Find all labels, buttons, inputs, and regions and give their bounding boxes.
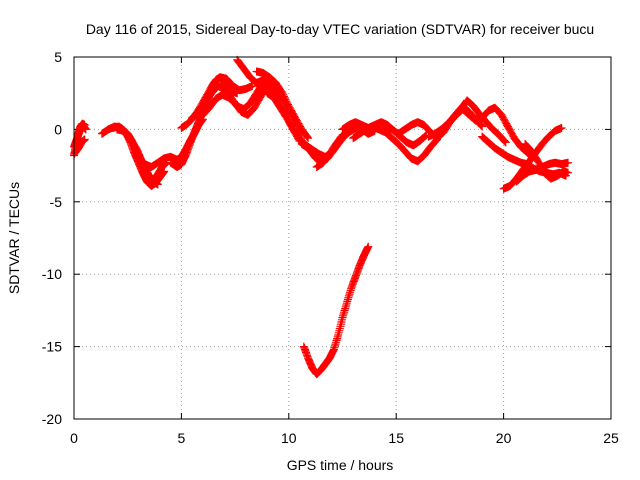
x-tick-label: 20: [496, 430, 512, 446]
series-track-y: [521, 139, 572, 183]
data-markers: [113, 125, 162, 189]
x-tick-label: 0: [70, 430, 78, 446]
grid-lines: [74, 57, 611, 419]
y-tick-label: -5: [50, 194, 63, 210]
plot-frame: [73, 56, 612, 420]
tick-labels: 0 5 10 15 20 25 5 0 -5 -10 -15 -20: [42, 49, 619, 446]
y-tick-label: -10: [42, 266, 62, 282]
data-markers: [71, 135, 89, 157]
data-points: [70, 55, 572, 379]
y-tick-label: -20: [42, 411, 62, 427]
data-markers: [252, 67, 306, 137]
series-track-f: [113, 125, 162, 189]
x-tick-label: 15: [388, 430, 404, 446]
x-axis-label: GPS time / hours: [287, 457, 394, 473]
series-track-r: [349, 122, 441, 166]
series-track-c: [71, 135, 89, 157]
y-axis-label: SDTVAR / TECUs: [6, 182, 22, 294]
data-markers: [299, 242, 373, 379]
x-tick-label: 25: [603, 430, 619, 446]
x-tick-label: 10: [281, 430, 297, 446]
series-track-z: [299, 242, 373, 379]
series-track-m: [252, 67, 306, 137]
series-track-u: [445, 103, 538, 161]
chart-title: Day 116 of 2015, Sidereal Day-to-day VTE…: [86, 21, 594, 37]
data-markers: [521, 139, 572, 183]
y-tick-label: -15: [42, 339, 62, 355]
y-tick-label: 0: [54, 121, 62, 137]
y-tick-label: 5: [54, 49, 62, 65]
x-tick-label: 5: [178, 430, 186, 446]
axis-ticks: [73, 56, 612, 420]
data-markers: [349, 122, 441, 166]
data-markers: [445, 103, 538, 161]
